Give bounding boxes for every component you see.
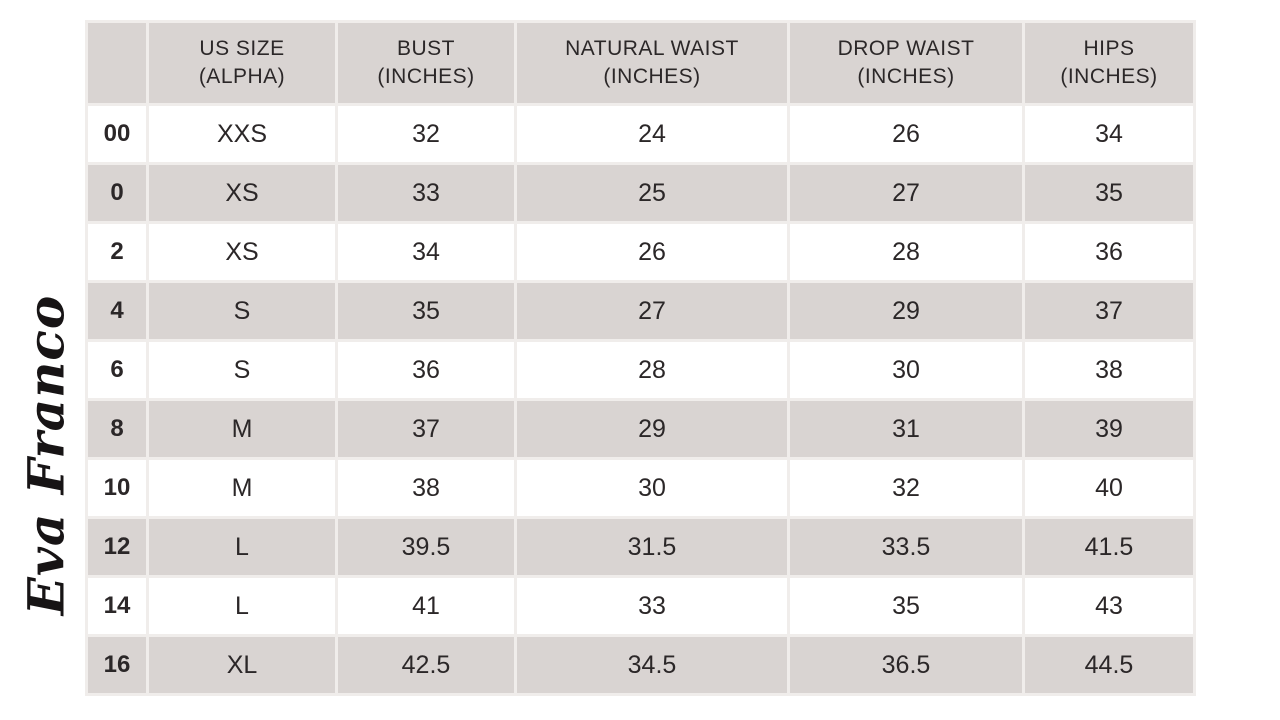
measurement-cell: 33.5 bbox=[790, 519, 1022, 575]
column-header-line1: NATURAL WAIST bbox=[565, 36, 739, 60]
size-chart-table: US SIZE (ALPHA) BUST (INCHES) NATURAL WAIST (… bbox=[85, 20, 1196, 696]
row-size-label: 00 bbox=[88, 106, 146, 162]
measurement-cell: 37 bbox=[1025, 283, 1193, 339]
measurement-cell: 39.5 bbox=[338, 519, 514, 575]
measurement-cell: 26 bbox=[517, 224, 787, 280]
column-header: BUST (INCHES) bbox=[338, 23, 514, 103]
corner-header bbox=[88, 23, 146, 103]
column-header-line2: (INCHES) bbox=[377, 65, 475, 88]
column-header-line1: US SIZE bbox=[199, 36, 285, 60]
measurement-cell: 35 bbox=[790, 578, 1022, 634]
table-body: 00 XXS 32 24 26 34 0 XS 33 25 27 35 2 XS 34 26 28 36 4 S 35 2… bbox=[88, 106, 1193, 693]
measurement-cell: 34 bbox=[338, 224, 514, 280]
measurement-cell: 31.5 bbox=[517, 519, 787, 575]
row-size-label: 6 bbox=[88, 342, 146, 398]
measurement-cell: L bbox=[149, 578, 335, 634]
measurement-cell: 39 bbox=[1025, 401, 1193, 457]
measurement-cell: 32 bbox=[790, 460, 1022, 516]
measurement-cell: 44.5 bbox=[1025, 637, 1193, 693]
measurement-cell: M bbox=[149, 401, 335, 457]
measurement-cell: 34.5 bbox=[517, 637, 787, 693]
column-header: NATURAL WAIST (INCHES) bbox=[517, 23, 787, 103]
measurement-cell: 28 bbox=[517, 342, 787, 398]
measurement-cell: 30 bbox=[790, 342, 1022, 398]
table-row: 0 XS 33 25 27 35 bbox=[88, 165, 1193, 221]
measurement-cell: 33 bbox=[517, 578, 787, 634]
column-header-line2: (INCHES) bbox=[603, 65, 701, 88]
measurement-cell: 35 bbox=[1025, 165, 1193, 221]
table-row: 8 M 37 29 31 39 bbox=[88, 401, 1193, 457]
measurement-cell: XS bbox=[149, 224, 335, 280]
measurement-cell: 34 bbox=[1025, 106, 1193, 162]
measurement-cell: 41.5 bbox=[1025, 519, 1193, 575]
measurement-cell: 27 bbox=[790, 165, 1022, 221]
column-header-line1: DROP WAIST bbox=[837, 36, 975, 60]
measurement-cell: 25 bbox=[517, 165, 787, 221]
measurement-cell: 32 bbox=[338, 106, 514, 162]
measurement-cell: 26 bbox=[790, 106, 1022, 162]
column-header-line2: (INCHES) bbox=[857, 65, 955, 88]
row-size-label: 4 bbox=[88, 283, 146, 339]
row-size-label: 0 bbox=[88, 165, 146, 221]
table-row: 2 XS 34 26 28 36 bbox=[88, 224, 1193, 280]
column-header-line2: (INCHES) bbox=[1060, 65, 1158, 88]
column-header-line2: (ALPHA) bbox=[198, 65, 286, 88]
measurement-cell: XXS bbox=[149, 106, 335, 162]
table-row: 6 S 36 28 30 38 bbox=[88, 342, 1193, 398]
eva-franco-logo: Eva Franco bbox=[16, 294, 76, 616]
measurement-cell: 36.5 bbox=[790, 637, 1022, 693]
column-header-line1: HIPS bbox=[1083, 36, 1135, 60]
row-size-label: 10 bbox=[88, 460, 146, 516]
row-size-label: 2 bbox=[88, 224, 146, 280]
measurement-cell: S bbox=[149, 283, 335, 339]
measurement-cell: 38 bbox=[338, 460, 514, 516]
row-size-label: 14 bbox=[88, 578, 146, 634]
table-row: 12 L 39.5 31.5 33.5 41.5 bbox=[88, 519, 1193, 575]
column-header: DROP WAIST (INCHES) bbox=[790, 23, 1022, 103]
measurement-cell: S bbox=[149, 342, 335, 398]
measurement-cell: 41 bbox=[338, 578, 514, 634]
table-header: US SIZE (ALPHA) BUST (INCHES) NATURAL WAIST (… bbox=[88, 23, 1193, 103]
measurement-cell: 43 bbox=[1025, 578, 1193, 634]
measurement-cell: 36 bbox=[1025, 224, 1193, 280]
column-header-line1: BUST bbox=[396, 36, 455, 60]
row-size-label: 8 bbox=[88, 401, 146, 457]
table-row: 14 L 41 33 35 43 bbox=[88, 578, 1193, 634]
measurement-cell: XL bbox=[149, 637, 335, 693]
header-row: US SIZE (ALPHA) BUST (INCHES) NATURAL WAIST (… bbox=[88, 23, 1193, 103]
measurement-cell: 35 bbox=[338, 283, 514, 339]
measurement-cell: 33 bbox=[338, 165, 514, 221]
measurement-cell: XS bbox=[149, 165, 335, 221]
measurement-cell: L bbox=[149, 519, 335, 575]
row-size-label: 12 bbox=[88, 519, 146, 575]
table-row: 00 XXS 32 24 26 34 bbox=[88, 106, 1193, 162]
measurement-cell: 31 bbox=[790, 401, 1022, 457]
table-row: 10 M 38 30 32 40 bbox=[88, 460, 1193, 516]
table-row: 4 S 35 27 29 37 bbox=[88, 283, 1193, 339]
column-header: HIPS (INCHES) bbox=[1025, 23, 1193, 103]
measurement-cell: 28 bbox=[790, 224, 1022, 280]
measurement-cell: 30 bbox=[517, 460, 787, 516]
measurement-cell: M bbox=[149, 460, 335, 516]
measurement-cell: 27 bbox=[517, 283, 787, 339]
measurement-cell: 42.5 bbox=[338, 637, 514, 693]
column-header: US SIZE (ALPHA) bbox=[149, 23, 335, 103]
row-size-label: 16 bbox=[88, 637, 146, 693]
measurement-cell: 40 bbox=[1025, 460, 1193, 516]
measurement-cell: 29 bbox=[790, 283, 1022, 339]
table-row: 16 XL 42.5 34.5 36.5 44.5 bbox=[88, 637, 1193, 693]
measurement-cell: 24 bbox=[517, 106, 787, 162]
measurement-cell: 38 bbox=[1025, 342, 1193, 398]
measurement-cell: 36 bbox=[338, 342, 514, 398]
measurement-cell: 29 bbox=[517, 401, 787, 457]
measurement-cell: 37 bbox=[338, 401, 514, 457]
